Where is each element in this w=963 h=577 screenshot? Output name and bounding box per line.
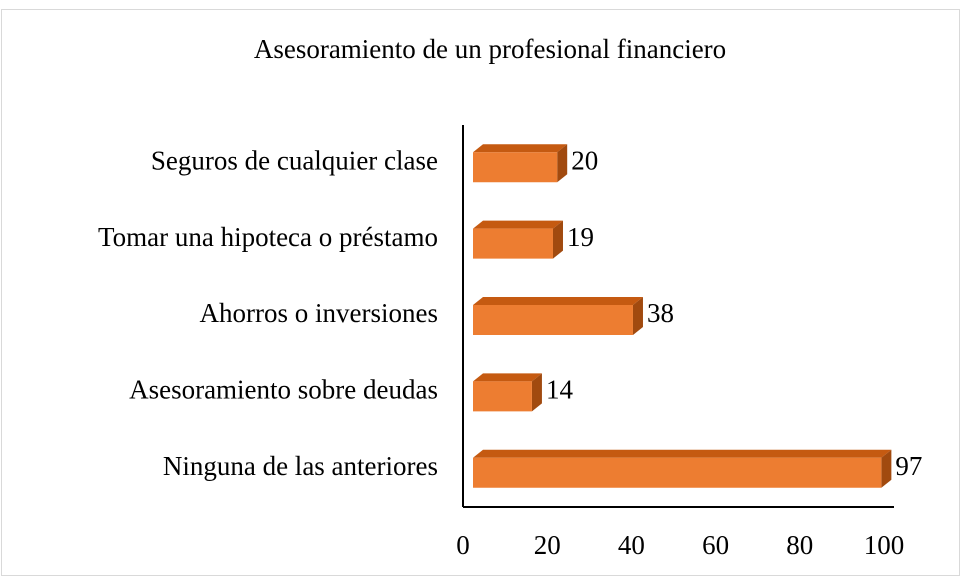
bar [473, 144, 568, 183]
bar-top [473, 373, 542, 382]
bar-top [473, 297, 643, 305]
x-tick-label: 100 [864, 530, 905, 560]
data-label: 38 [647, 298, 674, 328]
x-tick-label: 80 [786, 530, 813, 560]
bar [473, 297, 643, 335]
bar-top [473, 220, 563, 229]
data-label: 97 [895, 451, 922, 481]
bar-side [557, 144, 568, 183]
bar-top [473, 144, 568, 153]
bar [473, 449, 892, 488]
chart-title: Asesoramiento de un profesional financie… [254, 34, 726, 64]
y-tick-label: Ninguna de las anteriores [163, 451, 438, 481]
bar-front [473, 457, 882, 488]
y-tick-label: Tomar una hipoteca o préstamo [98, 222, 438, 252]
bar [473, 220, 563, 259]
bar-side [881, 449, 892, 488]
bar-front [473, 305, 633, 335]
bar-side [552, 220, 563, 259]
bar-top [473, 449, 892, 458]
x-tick-label: 60 [702, 530, 729, 560]
data-label: 14 [546, 375, 574, 405]
bar-front [473, 228, 553, 259]
bar-front [473, 152, 558, 183]
bar-front [473, 381, 532, 412]
x-tick-label: 40 [618, 530, 645, 560]
bar-side [632, 297, 643, 335]
x-tick-label: 0 [456, 530, 470, 560]
y-tick-label: Ahorros o inversiones [200, 298, 438, 328]
y-tick-label: Asesoramiento sobre deudas [129, 375, 438, 405]
chart-border [1, 9, 960, 576]
y-tick-label: Seguros de cualquier clase [151, 145, 438, 175]
bar [473, 373, 542, 412]
x-tick-label: 20 [534, 530, 561, 560]
bar-side [531, 373, 542, 412]
data-label: 20 [571, 145, 598, 175]
data-label: 19 [567, 222, 594, 252]
